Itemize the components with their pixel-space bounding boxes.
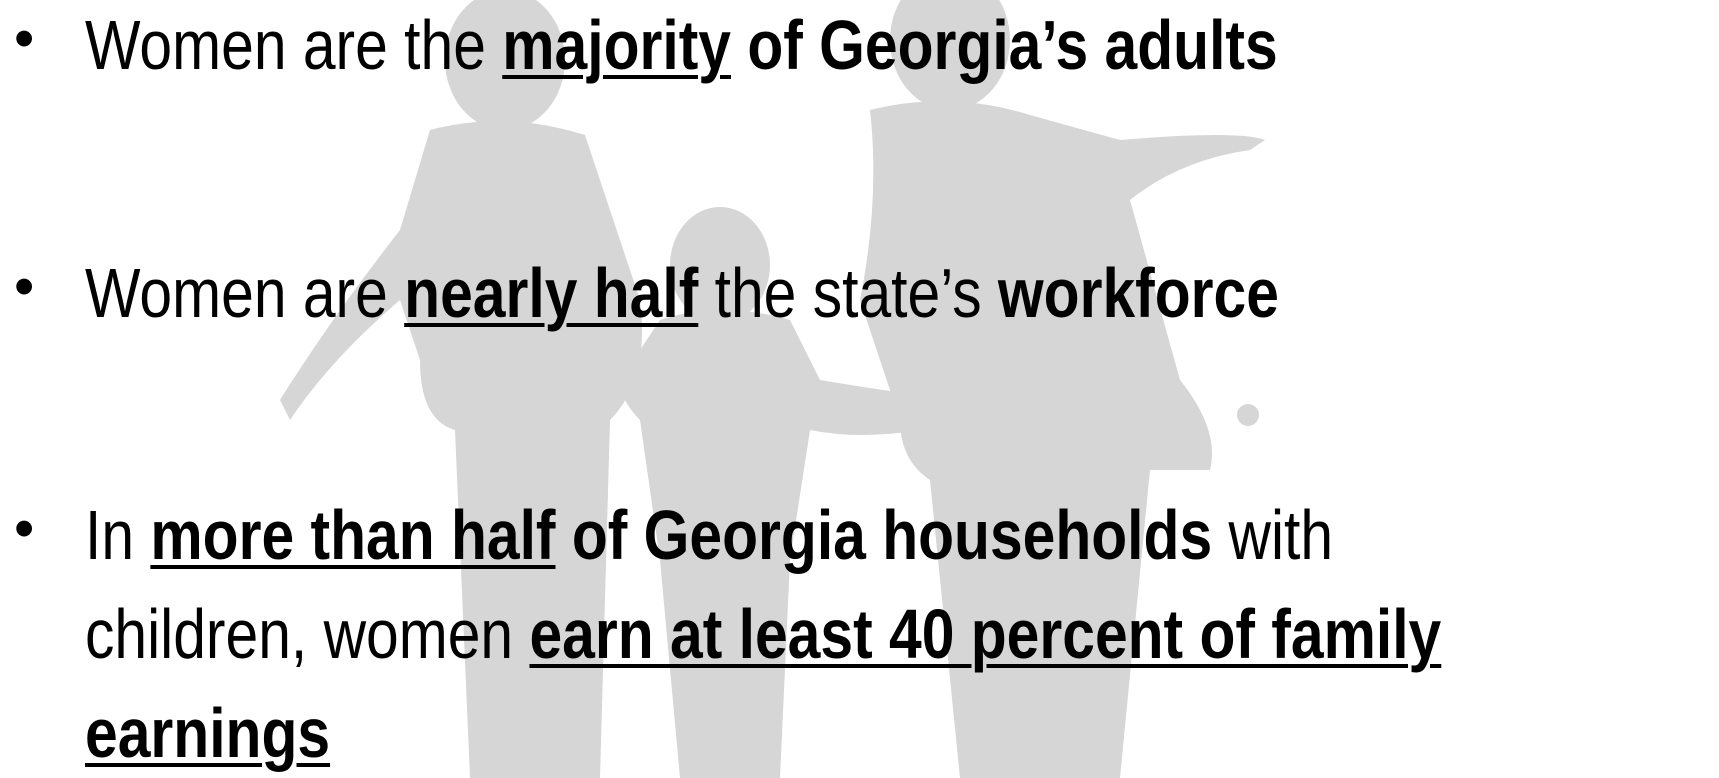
bullet-text: Women are the majority of Georgia’s adul… xyxy=(85,10,1278,80)
text-run: more than half xyxy=(150,496,555,574)
text-run: with xyxy=(1212,496,1333,574)
text-run: Women are xyxy=(85,254,404,332)
text-run: earnings xyxy=(85,694,330,772)
text-run: nearly half xyxy=(404,254,698,332)
bullet-text: In more than half of Georgia households … xyxy=(85,500,1333,570)
text-run: the state’s xyxy=(698,254,998,332)
text-run: of Georgia’s adults xyxy=(731,6,1278,84)
text-run: workforce xyxy=(998,254,1279,332)
bullet-marker: • xyxy=(14,10,34,68)
slide: {"bullets": [ {"runs": ["Women are the "… xyxy=(0,0,1719,778)
text-run: earn at least 40 percent of family xyxy=(529,595,1441,673)
bullet-text: earnings xyxy=(85,698,330,768)
text-run: children, women xyxy=(85,595,529,673)
bullet-text: Women are nearly half the state’s workfo… xyxy=(85,258,1279,328)
bullet-text: children, women earn at least 40 percent… xyxy=(85,599,1441,669)
text-run: majority xyxy=(502,6,731,84)
bullet-marker: • xyxy=(14,500,34,558)
text-run: of Georgia households xyxy=(555,496,1212,574)
bullet-marker: • xyxy=(14,258,34,316)
text-run: In xyxy=(85,496,150,574)
text-run: Women are the xyxy=(85,6,502,84)
